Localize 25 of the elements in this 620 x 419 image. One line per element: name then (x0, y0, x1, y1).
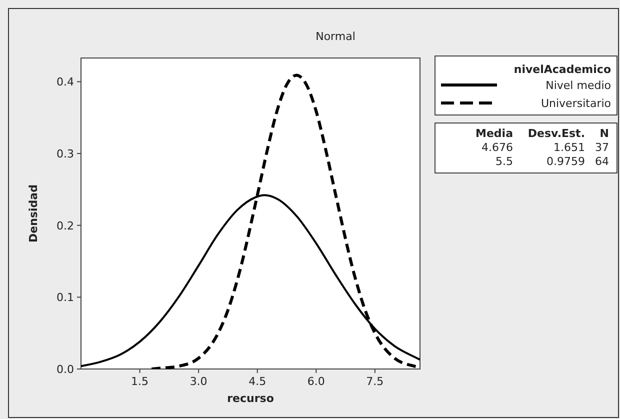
y-tick-label: 0.4 (56, 76, 74, 89)
y-tick-label: 0.2 (56, 219, 74, 232)
text: 1.651 (554, 141, 585, 154)
text: 0.9759 (546, 155, 585, 168)
x-tick-label: 7.5 (366, 375, 384, 388)
text: Nivel medio (546, 79, 612, 92)
chart-title: Normal (316, 30, 356, 43)
text: Desv.Est. (528, 127, 585, 140)
text: 4.676 (482, 141, 513, 154)
text: 64 (595, 155, 609, 168)
text: Universitario (540, 97, 612, 110)
x-tick-label: 4.5 (248, 375, 266, 388)
y-tick-label: 0.3 (56, 148, 74, 161)
x-tick-label: 3.0 (190, 375, 208, 388)
text: N (600, 127, 609, 140)
y-tick-label: 0.0 (56, 363, 74, 376)
x-tick-label: 6.0 (307, 375, 325, 388)
text: 37 (595, 141, 609, 154)
y-tick-label: 0.1 (56, 291, 74, 304)
legend-title: nivelAcademico (514, 63, 612, 76)
text: 5.5 (496, 155, 513, 168)
x-tick-label: 1.5 (131, 375, 149, 388)
y-axis-title: Densidad (27, 184, 40, 242)
x-axis-title: recurso (227, 392, 274, 405)
text: Media (476, 127, 513, 140)
